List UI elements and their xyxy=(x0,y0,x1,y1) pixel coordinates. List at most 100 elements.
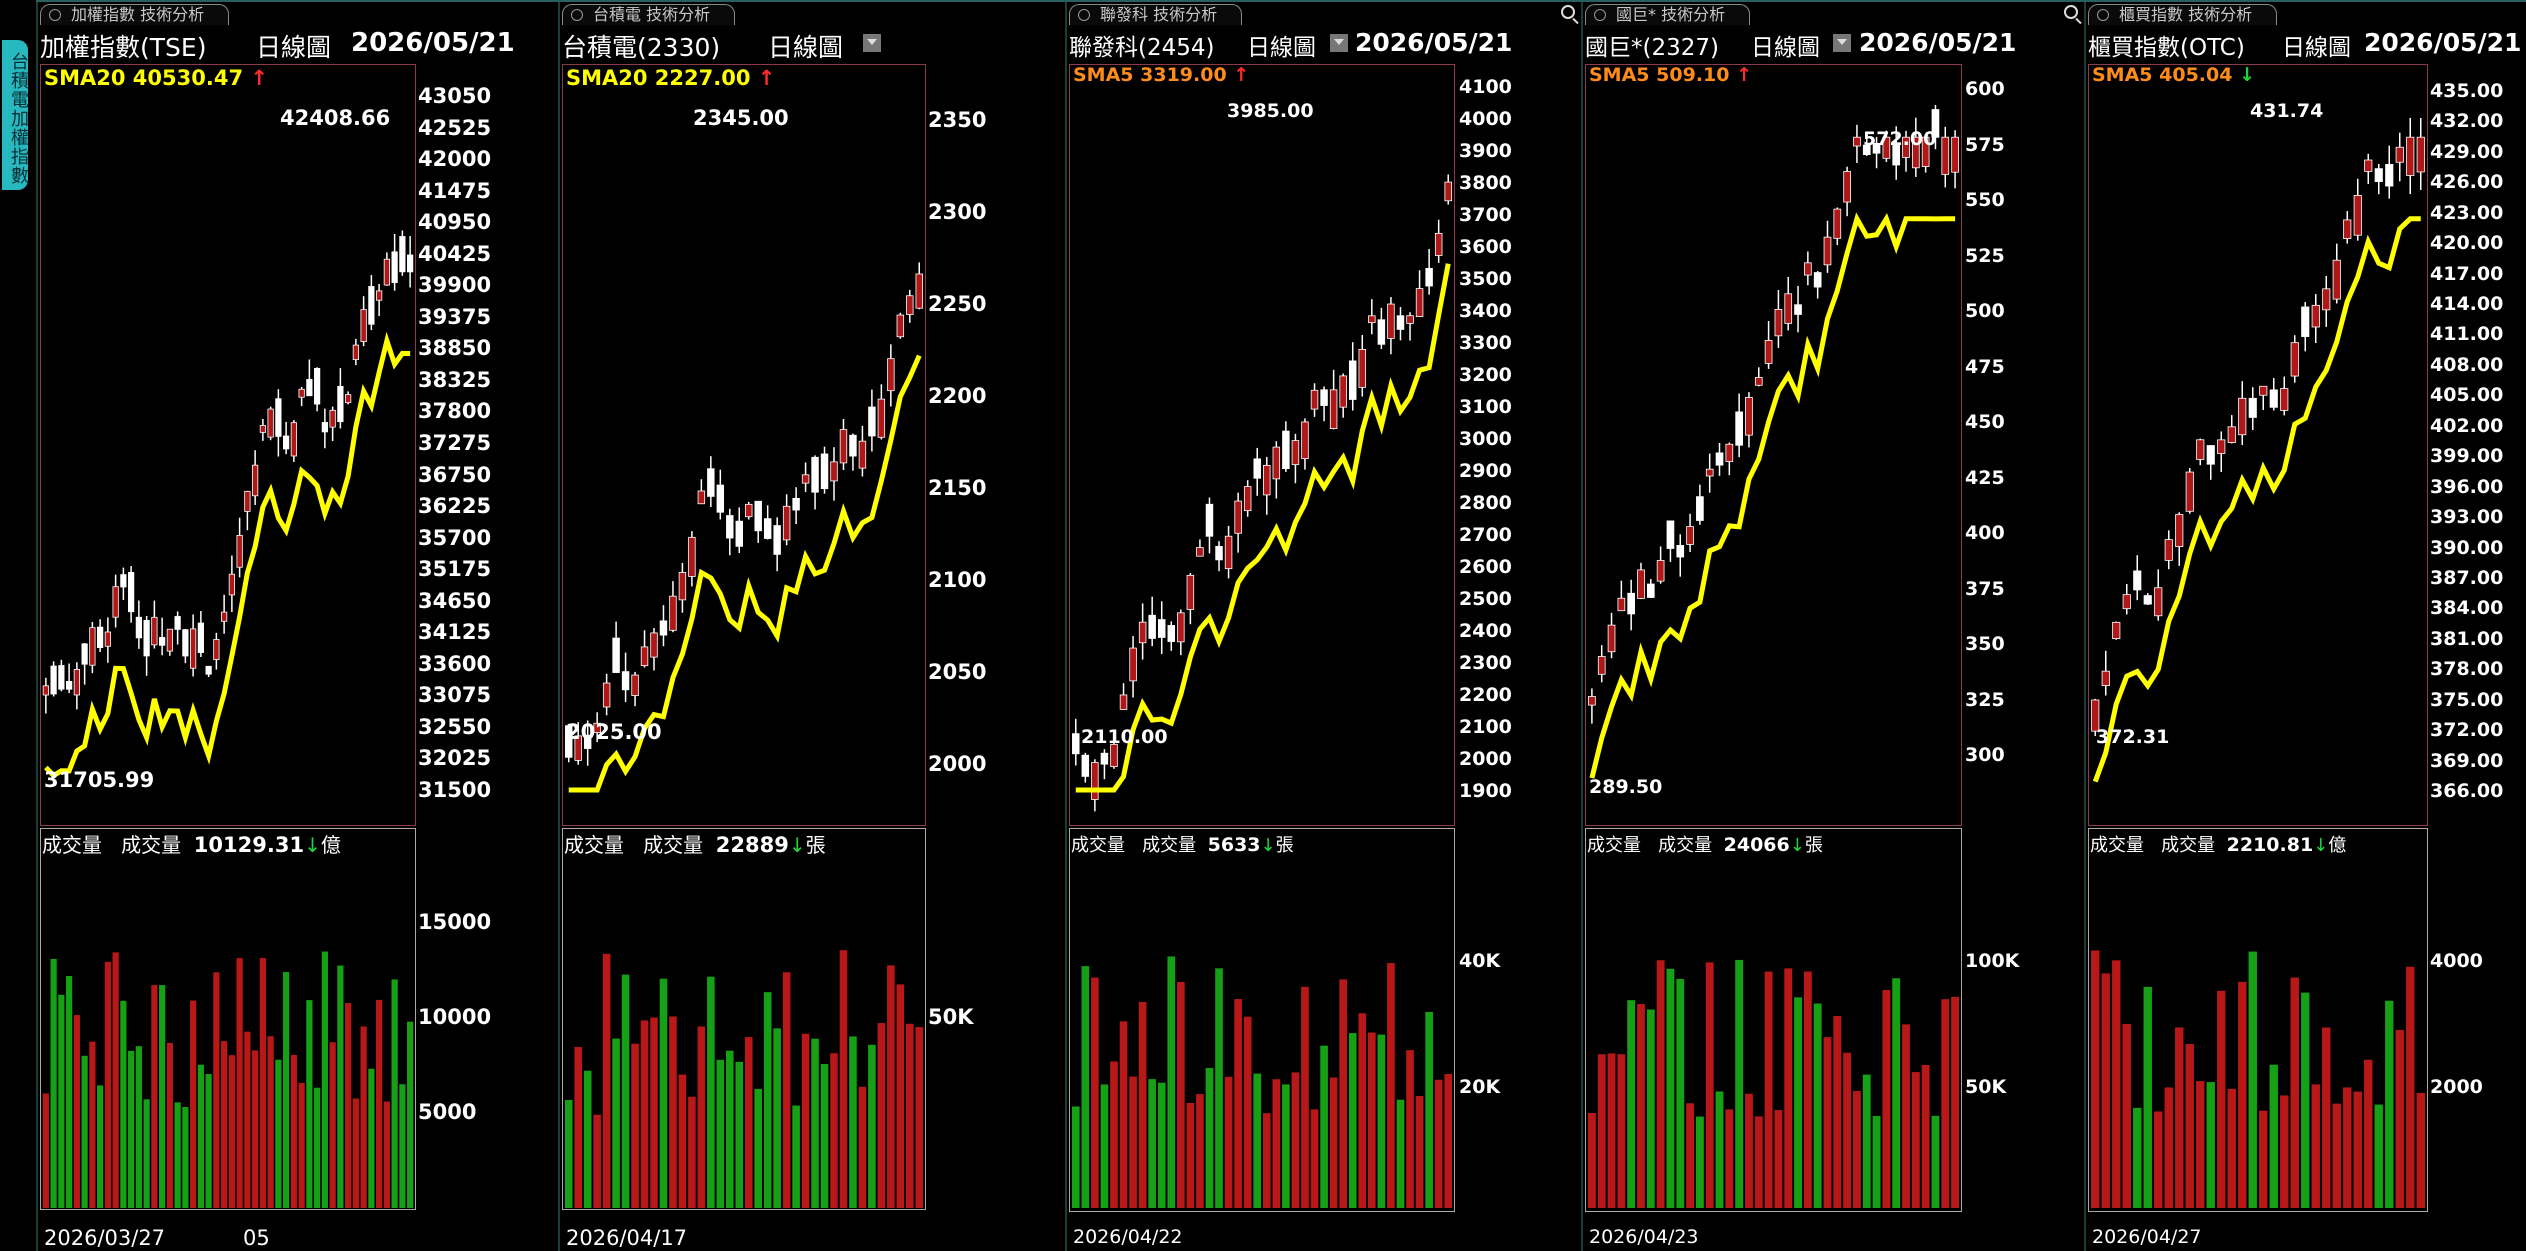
volume-bar xyxy=(2175,1027,2184,1208)
panel-tab-tse[interactable]: 加權指數 技術分析 xyxy=(40,4,230,25)
price-tick-label: 429.00 xyxy=(2430,140,2504,163)
volume-bar xyxy=(2206,1082,2215,1208)
period-label[interactable]: 日線圖 xyxy=(1247,35,1316,61)
side-tab-taiwan-index[interactable]: 台積電加權指數 xyxy=(2,40,29,190)
symbol-name[interactable]: 聯發科(2454) xyxy=(1069,35,1215,61)
panel-tab-2330[interactable]: 台積電 技術分析 xyxy=(562,4,736,25)
candle xyxy=(104,631,111,647)
volume-chart[interactable] xyxy=(2088,828,2428,1212)
panel-tab-2327[interactable]: 國巨* 技術分析 xyxy=(1585,4,1751,25)
price-tick-label: 35700 xyxy=(418,525,492,550)
volume-chart[interactable] xyxy=(562,828,926,1210)
volume-bar xyxy=(2227,1088,2236,1208)
price-chart[interactable] xyxy=(40,64,416,826)
volume-bar xyxy=(205,1074,212,1208)
volume-bar xyxy=(1597,1054,1606,1208)
tab-menu-icon[interactable] xyxy=(1078,9,1090,21)
candle xyxy=(716,484,725,513)
sma-up-arrow-icon: ↑ xyxy=(757,66,776,90)
candle xyxy=(1921,136,1930,167)
volume-bar xyxy=(314,1087,321,1208)
candle xyxy=(2259,385,2268,396)
symbol-name[interactable]: 國巨*(2327) xyxy=(1585,35,1719,61)
candle xyxy=(2353,195,2362,236)
candle xyxy=(688,536,696,577)
panel-tabbar: 櫃買指數 技術分析 xyxy=(2084,0,2526,25)
volume-bar xyxy=(915,1027,924,1208)
tab-menu-icon[interactable] xyxy=(2097,9,2109,21)
volume-bar xyxy=(564,1099,573,1208)
tab-label: 加權指數 技術分析 xyxy=(71,5,205,24)
price-tick-label: 2700 xyxy=(1459,524,1512,546)
zoom-icon[interactable] xyxy=(2064,5,2078,19)
volume-chart[interactable] xyxy=(1585,828,1962,1212)
price-chart[interactable] xyxy=(562,64,926,826)
candle xyxy=(174,616,181,630)
price-tick-label: 31500 xyxy=(418,778,492,802)
volume-bar xyxy=(1368,1032,1376,1208)
chart-svg xyxy=(1071,174,1453,1208)
volume-bar xyxy=(2122,1023,2131,1208)
volume-bar xyxy=(2374,1104,2383,1208)
candle xyxy=(1862,144,1871,155)
price-chart[interactable] xyxy=(2088,64,2428,826)
volume-bar xyxy=(839,950,848,1208)
volume-bar xyxy=(2217,990,2226,1208)
period-label[interactable]: 日線圖 xyxy=(768,33,844,62)
tab-menu-icon[interactable] xyxy=(49,9,61,21)
candle xyxy=(1177,612,1185,643)
candle xyxy=(1110,743,1118,768)
dropdown-icon[interactable] xyxy=(1330,34,1348,52)
zoom-icon[interactable] xyxy=(1561,5,1575,19)
volume-bar xyxy=(2385,1000,2394,1208)
volume-bar xyxy=(1396,1099,1405,1208)
price-tick-label: 426.00 xyxy=(2430,171,2504,194)
tab-menu-icon[interactable] xyxy=(571,9,583,21)
symbol-name[interactable]: 加權指數(TSE) xyxy=(40,33,207,62)
candle xyxy=(1833,208,1842,239)
price-chart[interactable] xyxy=(1585,64,1962,826)
chart-panel-tse: 加權指數 技術分析 加權指數(TSE) 日線圖 2026/05/21 SMA20… xyxy=(36,0,558,1251)
volume-bar xyxy=(2259,1110,2268,1208)
price-tick-label: 411.00 xyxy=(2430,323,2504,346)
candle xyxy=(2374,168,2383,182)
candle xyxy=(321,422,328,433)
volume-chart[interactable] xyxy=(1069,828,1455,1212)
tab-menu-icon[interactable] xyxy=(1594,9,1606,21)
candle xyxy=(697,490,706,505)
candle xyxy=(583,734,592,749)
volume-bar xyxy=(2112,960,2121,1208)
sma-up-arrow-icon: ↑ xyxy=(1736,64,1752,86)
volume-bar xyxy=(2280,1095,2289,1208)
volume-bar xyxy=(1754,1116,1763,1208)
period-label[interactable]: 日線圖 xyxy=(256,33,332,62)
dropdown-icon[interactable] xyxy=(863,34,881,52)
volume-bar xyxy=(244,1031,251,1208)
volume-chart[interactable] xyxy=(40,828,416,1210)
candle xyxy=(1129,647,1137,682)
dropdown-icon[interactable] xyxy=(1833,34,1851,52)
price-chart[interactable] xyxy=(1069,64,1455,826)
volume-bar xyxy=(283,972,290,1208)
panel-tab-2454[interactable]: 聯發科 技術分析 xyxy=(1069,4,1243,25)
volume-tick-label: 100K xyxy=(1965,950,2020,972)
candle xyxy=(1301,421,1309,460)
price-tick-label: 366.00 xyxy=(2430,780,2504,802)
price-tick-label: 2200 xyxy=(1459,684,1512,706)
panel-tab-otc[interactable]: 櫃買指數 技術分析 xyxy=(2088,4,2278,25)
volume-tick-label: 40K xyxy=(1459,950,1501,972)
candle xyxy=(329,409,336,428)
candle xyxy=(314,367,321,405)
volume-bar xyxy=(697,1026,706,1208)
volume-bar xyxy=(1676,978,1685,1208)
volume-bar xyxy=(306,1000,313,1208)
period-label[interactable]: 日線圖 xyxy=(1751,35,1820,61)
symbol-name[interactable]: 櫃買指數(OTC) xyxy=(2088,35,2245,61)
price-tick-label: 600 xyxy=(1965,78,2005,100)
price-tick-label: 41475 xyxy=(418,178,492,203)
volume-bar xyxy=(1764,971,1773,1208)
candle xyxy=(2091,699,2100,732)
symbol-name[interactable]: 台積電(2330) xyxy=(562,33,721,62)
period-label[interactable]: 日線圖 xyxy=(2282,35,2351,61)
high-price-label: 2345.00 xyxy=(693,106,789,130)
